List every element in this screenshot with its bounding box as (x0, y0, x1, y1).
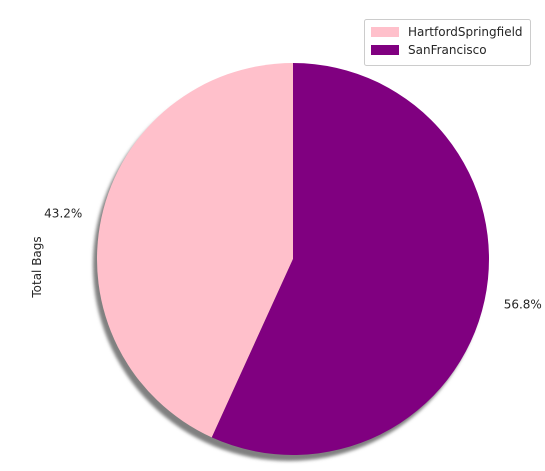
legend-label-sanfrancisco: SanFrancisco (408, 43, 487, 57)
pie-percent-label-hartfordspringfield: 43.2% (44, 206, 82, 220)
y-axis-label: Total Bags (30, 236, 44, 298)
legend-swatch-hartfordspringfield (371, 27, 399, 37)
legend-frame (364, 19, 531, 66)
pie-slices (97, 63, 489, 455)
legend-swatch-sanfrancisco (371, 45, 399, 55)
pie-percent-labels: 43.2% 56.8% (44, 206, 542, 311)
legend: HartfordSpringfield SanFrancisco (364, 19, 531, 66)
pie-slice-sanfrancisco (211, 63, 489, 455)
pie-slice-hartfordspringfield (97, 63, 294, 438)
pie-percent-label-sanfrancisco: 56.8% (504, 298, 542, 312)
legend-label-hartfordspringfield: HartfordSpringfield (408, 25, 523, 39)
